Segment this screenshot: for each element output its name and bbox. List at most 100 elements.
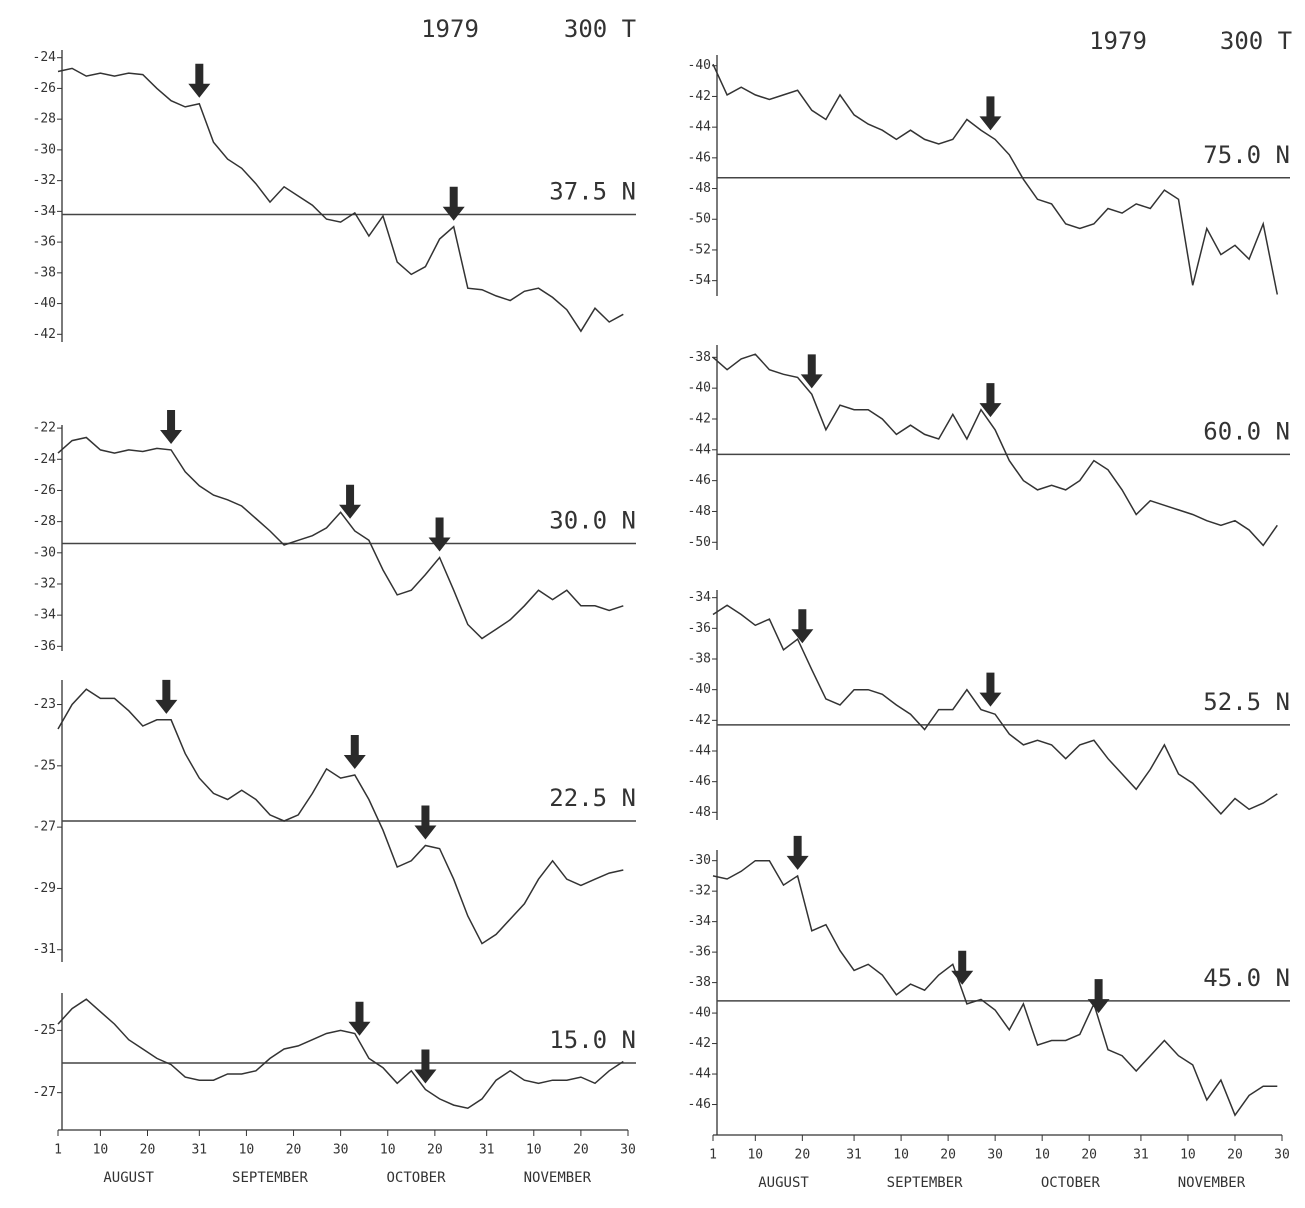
event-arrow (1087, 979, 1110, 1014)
data-line (57, 67, 624, 333)
event-arrow (951, 950, 974, 985)
event-arrow (414, 1049, 437, 1084)
panel-label: 30.0 N (549, 506, 636, 534)
y-tick-label: -30 (33, 142, 56, 157)
x-tick-label: 31 (479, 1143, 495, 1158)
panel-label: 15.0 N (549, 1026, 636, 1054)
y-tick-label: -40 (688, 1006, 711, 1021)
x-tick-label: 30 (333, 1143, 349, 1158)
y-tick-label: -28 (33, 514, 56, 529)
month-label: NOVEMBER (524, 1170, 592, 1186)
y-tick-label: -30 (688, 853, 711, 868)
y-tick-label: -26 (33, 483, 56, 498)
y-tick-label: -42 (688, 713, 711, 728)
x-tick-label: 10 (239, 1143, 255, 1158)
y-tick-label: -42 (688, 1036, 711, 1051)
x-tick-label: 1 (709, 1148, 717, 1163)
y-tick-label: -40 (688, 381, 711, 396)
month-label: AUGUST (103, 1170, 154, 1186)
y-tick-label: -38 (688, 975, 711, 990)
x-tick-label: 10 (380, 1143, 396, 1158)
data-line (712, 859, 1278, 1117)
y-tick-label: -40 (33, 296, 56, 311)
year-header: 1979 (1089, 27, 1147, 55)
x-tick-label: 20 (795, 1148, 811, 1163)
event-arrow (428, 517, 451, 552)
panel-label: 45.0 N (1203, 964, 1290, 992)
y-tick-label: -42 (688, 411, 711, 426)
y-tick-label: -24 (33, 452, 57, 467)
y-tick-label: -25 (33, 1023, 56, 1038)
y-tick-label: -48 (688, 504, 711, 519)
x-tick-label: 1 (54, 1143, 62, 1158)
x-tick-label: 10 (526, 1143, 542, 1158)
data-line (57, 998, 624, 1110)
y-tick-label: -27 (33, 1085, 56, 1100)
panel-label: 60.0 N (1203, 417, 1290, 445)
y-tick-label: -42 (33, 327, 56, 342)
y-tick-label: -38 (688, 652, 711, 667)
y-tick-label: -44 (688, 120, 712, 135)
y-tick-label: -36 (33, 235, 56, 250)
y-tick-label: -34 (688, 590, 712, 605)
y-tick-label: -34 (33, 204, 57, 219)
y-tick-label: -44 (688, 442, 712, 457)
event-arrow (188, 63, 211, 98)
y-tick-label: -38 (33, 265, 56, 280)
data-line (712, 63, 1279, 295)
panel-label: 52.5 N (1203, 688, 1290, 716)
data-line (57, 688, 624, 945)
y-tick-label: -36 (33, 639, 56, 654)
event-arrow (979, 383, 1002, 418)
y-tick-label: -50 (688, 535, 711, 550)
x-tick-label: 30 (987, 1148, 1003, 1163)
data-line (712, 353, 1278, 547)
panel-label: 22.5 N (549, 784, 636, 812)
x-tick-label: 31 (846, 1148, 862, 1163)
y-tick-label: -36 (688, 621, 711, 636)
x-tick-label: 20 (1227, 1148, 1243, 1163)
y-tick-label: -52 (688, 242, 711, 257)
event-arrow (791, 609, 814, 644)
y-tick-label: -48 (688, 181, 711, 196)
y-tick-label: -34 (33, 608, 57, 623)
x-tick-label: 20 (573, 1143, 589, 1158)
x-tick-label: 20 (940, 1148, 956, 1163)
y-tick-label: -28 (33, 112, 56, 127)
y-tick-label: -46 (688, 774, 711, 789)
y-tick-label: -48 (688, 805, 711, 820)
y-tick-label: -24 (33, 50, 57, 65)
y-tick-label: -36 (688, 945, 711, 960)
y-tick-label: -32 (33, 173, 56, 188)
y-tick-label: -42 (688, 89, 711, 104)
year-header: 1979 (421, 15, 479, 43)
x-tick-label: 20 (427, 1143, 443, 1158)
panel-label: 75.0 N (1203, 141, 1290, 169)
event-arrow (979, 672, 1002, 707)
x-tick-label: 30 (1274, 1148, 1290, 1163)
month-label: SEPTEMBER (887, 1175, 963, 1191)
panel-label: 37.5 N (549, 177, 636, 205)
y-tick-label: -22 (33, 421, 56, 436)
month-label: OCTOBER (387, 1170, 447, 1186)
y-tick-label: -44 (688, 1067, 712, 1082)
y-tick-label: -40 (688, 58, 711, 73)
event-arrow (348, 1001, 371, 1036)
y-tick-label: -27 (33, 820, 56, 835)
y-tick-label: -50 (688, 212, 711, 227)
y-tick-label: -46 (688, 1097, 711, 1112)
month-label: AUGUST (758, 1175, 809, 1191)
event-arrow (155, 679, 178, 714)
level-header: 300 T (1220, 27, 1292, 55)
y-tick-label: -23 (33, 697, 56, 712)
y-tick-label: -46 (688, 150, 711, 165)
x-tick-label: 20 (286, 1143, 302, 1158)
x-tick-label: 20 (140, 1143, 156, 1158)
event-arrow (414, 805, 437, 840)
x-tick-label: 10 (1180, 1148, 1196, 1163)
x-tick-label: 30 (620, 1143, 636, 1158)
y-tick-label: -32 (33, 576, 56, 591)
month-label: NOVEMBER (1178, 1175, 1246, 1191)
x-tick-label: 10 (1034, 1148, 1050, 1163)
